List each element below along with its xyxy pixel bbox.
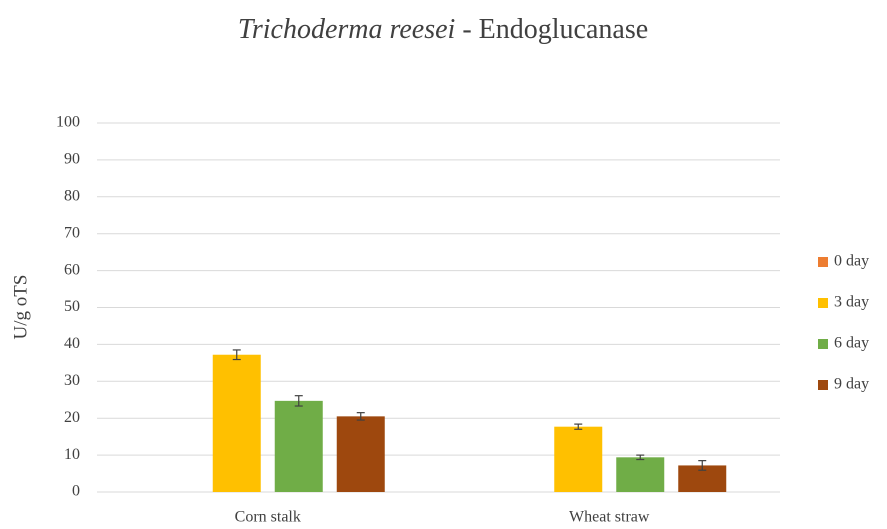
error-bar bbox=[698, 460, 707, 471]
legend-label: 3 day bbox=[834, 294, 869, 311]
bar bbox=[336, 416, 385, 492]
y-tick-label: 20 bbox=[64, 409, 80, 426]
title-rest: - Endoglucanase bbox=[455, 14, 648, 45]
bar bbox=[274, 400, 323, 492]
chart-title: Trichoderma reesei - Endoglucanase bbox=[238, 14, 648, 45]
y-tick-label: 80 bbox=[64, 187, 80, 204]
y-axis-label: U/g oTS bbox=[10, 275, 31, 340]
x-tick-label: Wheat straw bbox=[569, 509, 650, 526]
y-tick-label: 40 bbox=[64, 335, 80, 352]
error-bar bbox=[232, 349, 241, 361]
title-italic: Trichoderma reesei bbox=[238, 14, 456, 45]
legend-label: 6 day bbox=[834, 335, 869, 352]
y-tick-label: 70 bbox=[64, 224, 80, 241]
y-tick-label: 50 bbox=[64, 298, 80, 315]
legend-label: 0 day bbox=[834, 253, 869, 270]
error-bar bbox=[636, 454, 645, 461]
y-tick-label: 90 bbox=[64, 151, 80, 168]
y-tick-label: 60 bbox=[64, 261, 80, 278]
bar bbox=[212, 354, 261, 492]
bar bbox=[554, 426, 603, 492]
legend-label: 9 day bbox=[834, 376, 869, 393]
x-tick-label: Corn stalk bbox=[235, 509, 301, 526]
legend-swatch bbox=[818, 380, 828, 390]
y-tick-label: 100 bbox=[56, 114, 80, 131]
y-tick-label: 10 bbox=[64, 446, 80, 463]
error-bar bbox=[294, 395, 303, 407]
legend-swatch bbox=[818, 339, 828, 349]
legend-swatch bbox=[818, 257, 828, 267]
error-bar bbox=[356, 412, 365, 421]
bar bbox=[616, 457, 665, 492]
error-bar bbox=[574, 423, 583, 430]
y-tick-label: 0 bbox=[72, 483, 80, 500]
y-tick-label: 30 bbox=[64, 372, 80, 389]
legend-swatch bbox=[818, 298, 828, 308]
